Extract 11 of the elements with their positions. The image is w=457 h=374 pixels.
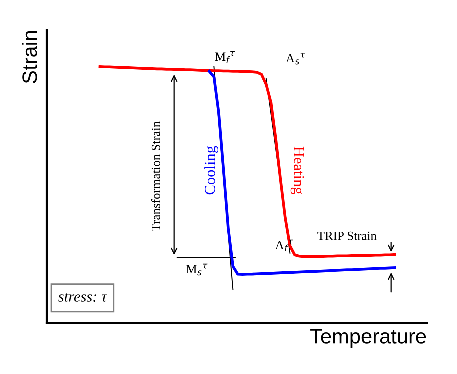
text: A$_{s}$$^{τ}$ [286, 52, 306, 65]
annotation: TRIP Strain [318, 232, 377, 240]
annotation: A$_{f}$$^{τ}$ [275, 240, 294, 252]
y-axis-title: Strain [22, 31, 38, 84]
text: Heating [290, 146, 304, 195]
annotation: Transformation Strain [151, 122, 160, 232]
text: Cooling [204, 146, 218, 195]
annotation: M$_{s}$$^{τ}$ [186, 264, 208, 276]
text: M$_{f}$$^{τ}$ [215, 51, 236, 64]
annotation: stress: τ [58, 293, 108, 302]
x-axis-title: Temperature [310, 329, 426, 348]
